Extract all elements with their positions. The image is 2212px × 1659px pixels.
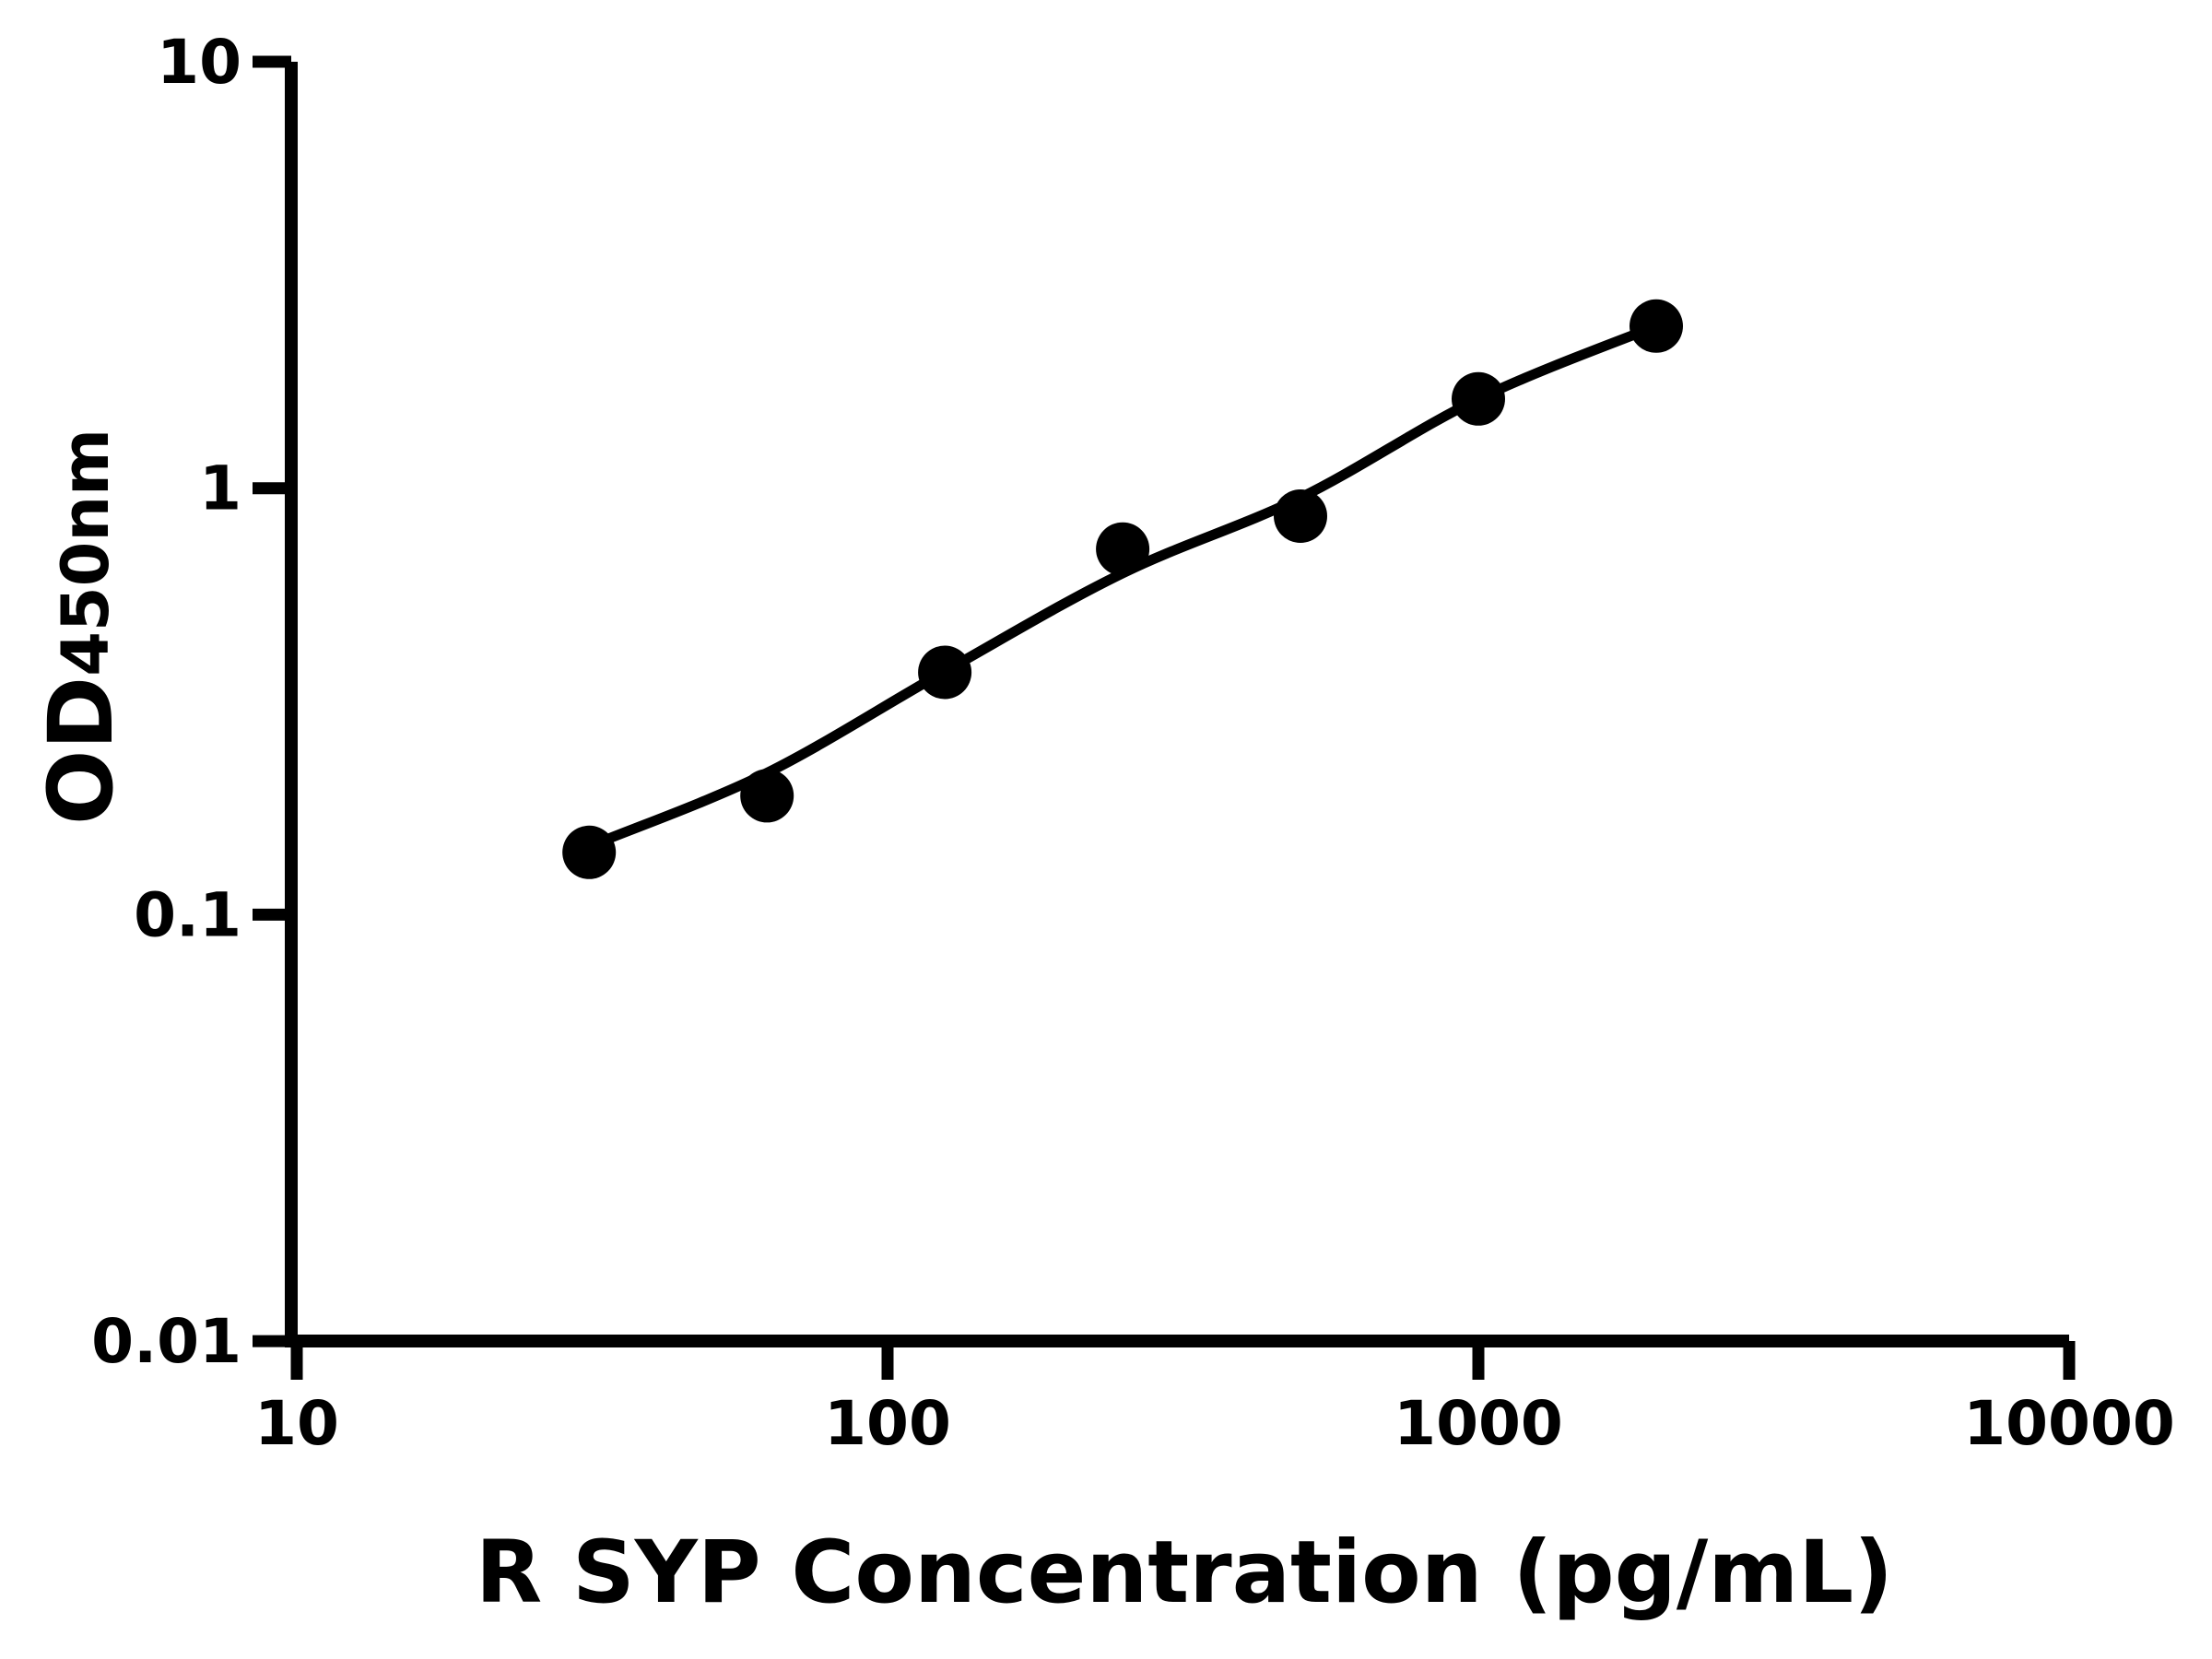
y-axis-title-subscript: 450nm xyxy=(48,429,124,677)
data-point xyxy=(918,645,972,700)
x-tick-label: 1000 xyxy=(1394,1388,1563,1459)
data-point xyxy=(1630,299,1683,353)
plot-layer xyxy=(562,299,1683,879)
y-axis-title-main: OD xyxy=(29,677,133,825)
y-axis-title: OD450nm xyxy=(29,429,133,825)
x-tick-label: 10000 xyxy=(1963,1388,2175,1459)
data-point xyxy=(562,825,617,879)
y-tick-label: 0.1 xyxy=(134,879,241,950)
x-tick-label: 100 xyxy=(824,1388,951,1459)
y-tick-label: 1 xyxy=(199,453,241,524)
y-tick-label: 0.01 xyxy=(91,1306,241,1377)
data-point xyxy=(1096,522,1150,576)
data-point xyxy=(740,769,794,823)
data-point xyxy=(1452,371,1505,426)
x-axis-title: R SYP Concentration (pg/mL) xyxy=(476,1523,1893,1623)
data-point xyxy=(1274,489,1327,543)
x-tick-label: 10 xyxy=(254,1388,339,1459)
y-tick-label: 10 xyxy=(157,27,241,98)
label-layer: R SYP Concentration (pg/mL) OD450nm xyxy=(29,429,1893,1623)
